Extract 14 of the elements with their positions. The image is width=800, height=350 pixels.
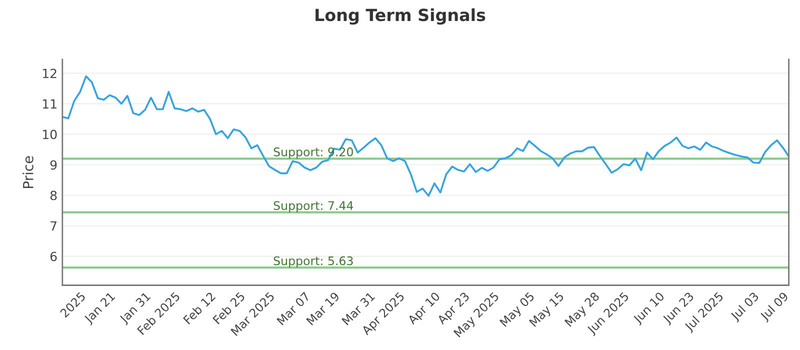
y-tick-label: 10: [43, 130, 57, 140]
chart-title: Long Term Signals: [316, 8, 486, 25]
y-tick-label: 12: [43, 68, 56, 78]
ref-line-label: Support: 7.44: [274, 201, 354, 212]
line-series: [62, 75, 789, 197]
x-tick-label: Jul 03: [730, 291, 761, 323]
y-axis-title: Price: [22, 156, 34, 188]
y-tick-label: 7: [50, 221, 56, 231]
x-tick-label: Jul 09: [759, 291, 790, 323]
y-tick-label: 8: [50, 190, 57, 200]
y-tick-label: 11: [43, 99, 56, 108]
y-tick-label: 6: [50, 252, 57, 262]
y-tick-label: 9: [50, 160, 57, 170]
ref-line-label: Support: 5.63: [274, 256, 353, 268]
